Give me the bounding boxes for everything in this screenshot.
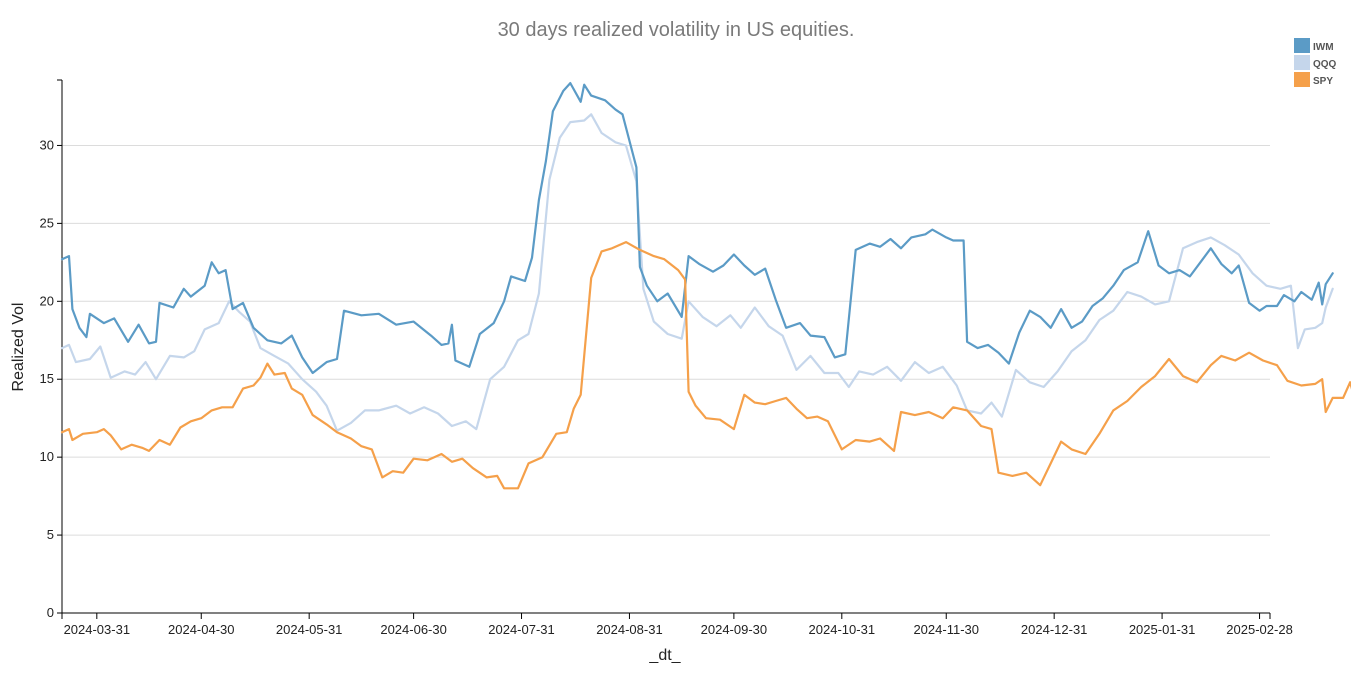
x-axis: 2024-03-31 2024-04-30 2024-05-31 2024-06-30… xyxy=(61,612,1293,637)
x-tick-label: 2025-02-28 xyxy=(1226,622,1293,637)
x-axis-title: _dt_ xyxy=(648,647,681,664)
x-tick-label: 2024-04-30 xyxy=(168,622,235,637)
legend-item-qqq[interactable]: QQQ xyxy=(1294,55,1337,70)
x-tick-label: 2024-10-31 xyxy=(809,622,876,637)
legend-label: QQQ xyxy=(1313,59,1337,70)
y-tick-label: 10 xyxy=(40,449,54,464)
series-line-spy xyxy=(60,241,1351,490)
legend-label: SPY xyxy=(1313,76,1333,87)
x-tick-label: 2024-07-31 xyxy=(488,622,555,637)
legend-swatch xyxy=(1294,72,1310,87)
y-axis-title: Realized Vol xyxy=(10,303,27,392)
series-line-qqq xyxy=(60,113,1334,432)
x-tick-label: 2024-11-30 xyxy=(913,622,979,637)
y-tick-label: 30 xyxy=(40,137,54,152)
gridlines xyxy=(62,144,1270,536)
y-axis: 0 5 10 15 20 25 30 xyxy=(40,79,63,620)
x-tick-label: 2024-05-31 xyxy=(276,622,343,637)
legend[interactable]: IWM QQQ SPY xyxy=(1294,38,1337,87)
series-line-iwm xyxy=(60,82,1334,375)
legend-item-iwm[interactable]: IWM xyxy=(1294,38,1334,53)
legend-item-spy[interactable]: SPY xyxy=(1294,72,1333,87)
legend-swatch xyxy=(1294,55,1310,70)
x-tick-label: 2024-08-31 xyxy=(596,622,663,637)
y-tick-label: 20 xyxy=(40,293,54,308)
y-tick-label: 25 xyxy=(40,215,54,230)
x-tick-label: 2024-09-30 xyxy=(701,622,768,637)
x-tick-label: 2024-03-31 xyxy=(64,622,131,637)
x-tick-label: 2025-01-31 xyxy=(1129,622,1196,637)
legend-label: IWM xyxy=(1313,42,1334,53)
x-tick-label: 2024-12-31 xyxy=(1021,622,1088,637)
x-tick-label: 2024-06-30 xyxy=(380,622,447,637)
y-tick-label: 0 xyxy=(47,605,54,620)
chart-title: 30 days realized volatility in US equiti… xyxy=(498,19,855,41)
series-layer xyxy=(60,82,1351,490)
legend-swatch xyxy=(1294,38,1310,53)
y-tick-label: 15 xyxy=(40,371,54,386)
y-tick-label: 5 xyxy=(47,527,54,542)
